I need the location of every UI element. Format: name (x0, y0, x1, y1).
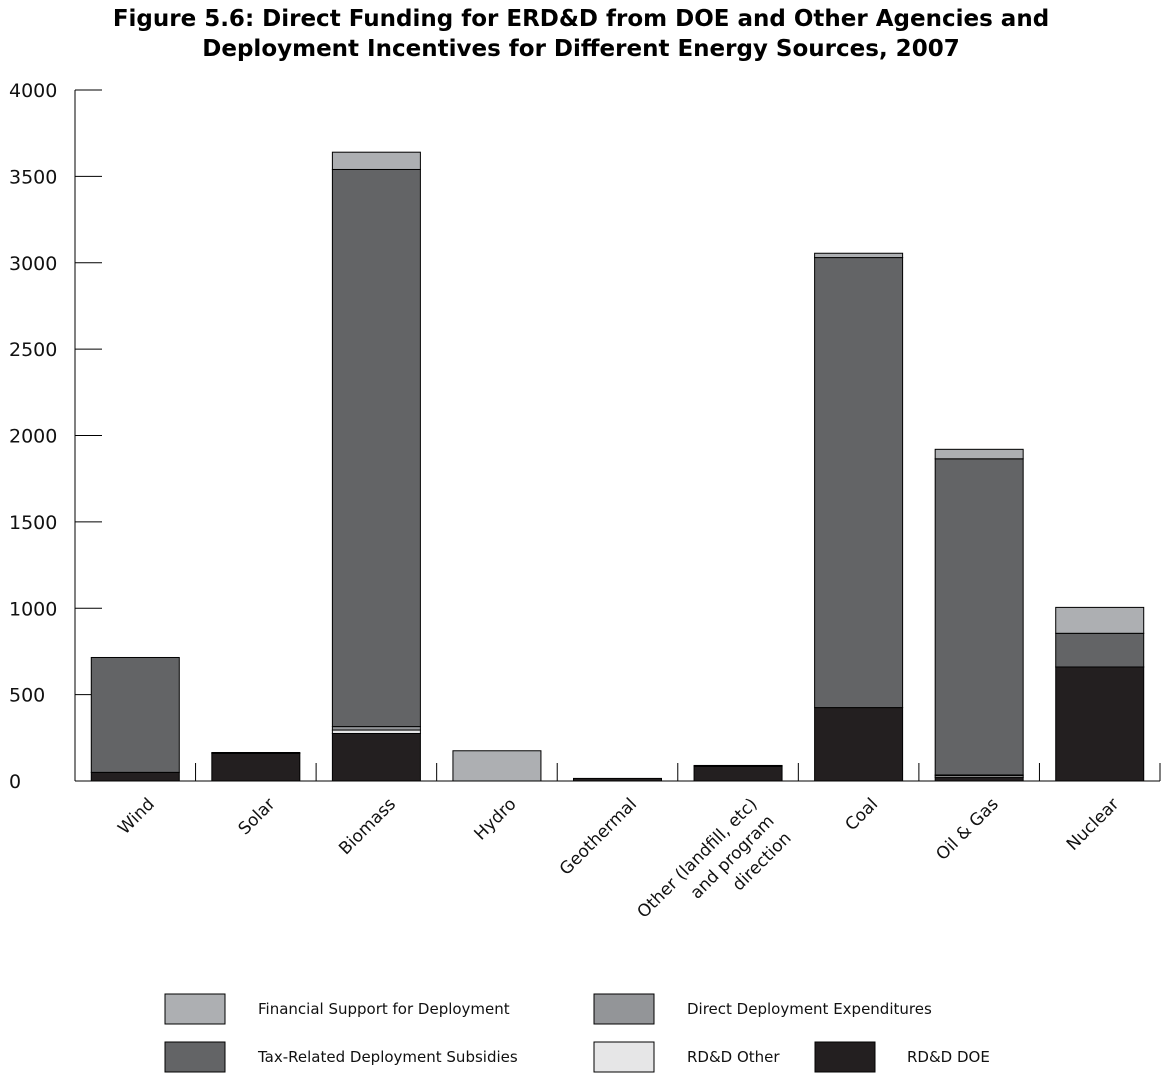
legend-swatch (593, 993, 655, 1025)
legend-label: Tax-Related Deployment Subsidies (257, 1048, 518, 1066)
y-tick-label: 2000 (9, 426, 57, 448)
legend-label: RD&D Other (687, 1048, 780, 1066)
bar-segment (934, 458, 1024, 776)
category-label-line: Solar (235, 794, 280, 839)
legend-item: Direct Deployment Expenditures (593, 993, 932, 1025)
bar-segment (331, 732, 421, 782)
legend-swatch (593, 1041, 655, 1073)
category-label: Solar (235, 794, 280, 839)
bar-segment (452, 750, 542, 782)
bar-segment (693, 765, 783, 782)
y-tick-label: 3000 (9, 253, 57, 275)
bar-segment (693, 764, 783, 767)
bar-segment (331, 151, 421, 170)
category-label-line: Biomass (335, 794, 400, 859)
bar-stack (693, 764, 783, 782)
legend-item: Tax-Related Deployment Subsidies (164, 1041, 518, 1073)
bar-segment (211, 751, 301, 754)
legend: Financial Support for Deployment Direct D… (164, 993, 990, 1073)
category-label: Nuclear (1063, 794, 1123, 854)
chart-title-line-1: Figure 5.6: Direct Funding for ERD&D fro… (112, 6, 1050, 32)
y-axis: 0 500 1000 1500 2000 2500 3000 3500 4000 (9, 80, 102, 793)
y-tick-label: 4000 (9, 80, 57, 102)
bar-segment (814, 707, 904, 782)
legend-label: RD&D DOE (907, 1048, 990, 1066)
chart-title-line-2: Deployment Incentives for Different Ener… (202, 36, 960, 62)
bar-stack (211, 751, 301, 782)
legend-swatch (164, 993, 226, 1025)
bar-segment (934, 448, 1024, 460)
bar-stack (1055, 606, 1145, 782)
category-label: Geothermal (556, 794, 641, 879)
category-label: Other (landfill, etc)and programdirectio… (634, 794, 796, 956)
legend-item: RD&D DOE (814, 1041, 990, 1073)
bar-segment (934, 777, 1024, 782)
bar-segment (573, 777, 662, 782)
legend-item: RD&D Other (593, 1041, 780, 1073)
bar-stack (331, 151, 421, 782)
bar-segment (1055, 632, 1145, 668)
category-label: Hydro (471, 794, 521, 844)
y-tick-label: 1500 (9, 512, 57, 534)
bar-segment (331, 168, 421, 728)
bar-segment (211, 752, 301, 782)
bar-stack (573, 777, 662, 782)
legend-label: Direct Deployment Expenditures (687, 1000, 932, 1018)
bar-segment (1055, 606, 1145, 634)
bar-segment (1055, 666, 1145, 782)
category-label-line: Geothermal (556, 794, 641, 879)
legend-item: Financial Support for Deployment (164, 993, 510, 1025)
category-label: Coal (842, 794, 883, 835)
y-tick-label: 0 (9, 771, 21, 793)
bar-segment (331, 726, 421, 731)
bar-stack (90, 656, 180, 782)
category-label-line: Wind (114, 794, 158, 838)
bar-segment (814, 257, 904, 709)
bar-stack (814, 252, 904, 782)
category-label-line: Oil & Gas (932, 794, 1002, 864)
y-tick-label: 2500 (9, 339, 57, 361)
bar-segment (90, 771, 180, 782)
bar-segment (814, 252, 904, 259)
chart-title: Figure 5.6: Direct Funding for ERD&D fro… (0, 4, 1162, 64)
category-label: Oil & Gas (932, 794, 1002, 864)
legend-label: Financial Support for Deployment (258, 1000, 510, 1018)
legend-swatch (164, 1041, 226, 1073)
y-tick-label: 500 (9, 685, 45, 707)
bar-stack (934, 448, 1024, 782)
category-label: Biomass (335, 794, 400, 859)
bar-stacks (90, 151, 1145, 782)
legend-swatch (814, 1041, 876, 1073)
bar-segment (90, 656, 180, 773)
category-label-line: Nuclear (1063, 794, 1123, 854)
y-tick-label: 3500 (9, 166, 57, 188)
bar-segment (331, 729, 421, 734)
category-label: Wind (114, 794, 158, 838)
y-tick-label: 1000 (9, 598, 57, 620)
bar-stack (452, 750, 542, 782)
category-label-line: Coal (842, 794, 883, 835)
category-label-line: Hydro (471, 794, 521, 844)
